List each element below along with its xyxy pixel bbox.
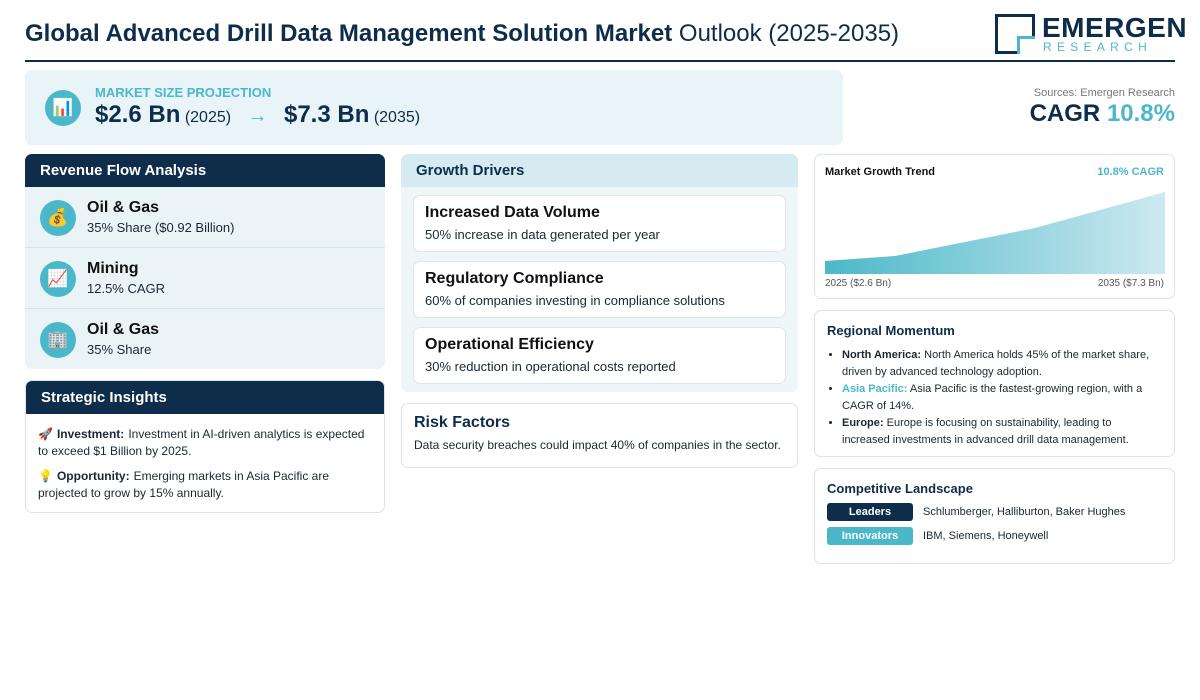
competitive-row: Leaders Schlumberger, Halliburton, Baker …	[827, 503, 1162, 521]
trend-area	[825, 192, 1165, 274]
cagr-label: CAGR	[1029, 100, 1101, 127]
driver-text: 60% of companies investing in compliance…	[425, 293, 725, 308]
risk-panel: Risk Factors Data security breaches coul…	[401, 403, 798, 468]
region-text: Asia Pacific is the fastest-growing regi…	[842, 383, 1143, 412]
trend-title: Market Growth Trend	[825, 166, 936, 178]
item-name: Mining	[87, 260, 139, 277]
companies: Schlumberger, Halliburton, Baker Hughes	[923, 506, 1126, 518]
insight-icon: 🚀	[38, 427, 53, 441]
arrow: →	[247, 105, 268, 127]
region-name: Asia Pacific:	[842, 383, 908, 395]
region-item: Asia Pacific: Asia Pacific is the fastes…	[842, 381, 1162, 415]
title-rest: Outlook (2025-2035)	[678, 20, 900, 47]
insight-text: Emerging markets in Asia Pacific are pro…	[38, 469, 330, 500]
insight-label: Opportunity:	[56, 469, 130, 483]
insight-label: Investment:	[56, 427, 125, 441]
cagr-value: 10.8%	[1106, 100, 1175, 127]
projection-values: $2.6 Bn (2025) → $7.3 Bn (2035)	[95, 101, 420, 129]
item-detail: 35% Share ($0.92 Billion)	[87, 220, 235, 235]
driver-title: Regulatory Compliance	[425, 270, 604, 287]
revenue-item: 💰 Oil & Gas 35% Share ($0.92 Billion)	[25, 187, 385, 248]
insight: 🚀 Investment: Investment in AI-driven anal…	[38, 426, 372, 460]
driver-card: Operational Efficiency 30% reduction in o…	[413, 327, 786, 384]
driver-text: 30% reduction in operational costs repor…	[425, 359, 676, 374]
driver-card: Increased Data Volume 50% increase in dat…	[413, 195, 786, 252]
projection-label: MARKET SIZE PROJECTION	[95, 85, 272, 100]
driver-text: 50% increase in data generated per year	[425, 227, 660, 242]
region-name: Europe:	[842, 417, 884, 429]
trend-panel: Market Growth Trend 10.8% CAGR 2025 ($2.…	[814, 154, 1175, 299]
start-year: (2025)	[184, 109, 232, 126]
insight: 💡 Opportunity: Emerging markets in Asia Pa…	[38, 468, 372, 502]
insight-text: Investment in AI-driven analytics is exp…	[38, 427, 365, 458]
trend-end: 2035 ($7.3 Bn)	[1097, 278, 1164, 289]
item-detail: 12.5% CAGR	[87, 281, 166, 296]
competitive-row: Innovators IBM, Siemens, Honeywell	[827, 527, 1162, 545]
regional-title: Regional Momentum	[827, 323, 955, 338]
competitive-title: Competitive Landscape	[827, 481, 973, 496]
risk-title: Risk Factors	[414, 414, 511, 431]
header-rule	[25, 60, 1175, 62]
area-shape	[825, 192, 1165, 274]
driver-title: Operational Efficiency	[425, 336, 594, 353]
trend-start: 2025 ($2.6 Bn)	[825, 278, 892, 289]
projection-icon: 📊	[45, 90, 81, 126]
logo-bottom: RESEARCH	[1043, 40, 1153, 54]
tag: Innovators	[827, 527, 913, 545]
start-value: $2.6 Bn	[95, 101, 181, 128]
trend-badge: 10.8% CAGR	[1097, 166, 1164, 178]
sources: Sources: Emergen Research	[1033, 87, 1175, 99]
regional-panel: Regional Momentum North America: North A…	[814, 310, 1175, 457]
panel-title: Strategic Insights	[26, 381, 384, 414]
title-bold: Global Advanced Drill Data Management So…	[25, 20, 673, 47]
revenue-item: 🏢 Oil & Gas 35% Share	[25, 309, 385, 369]
panel-title: Growth Drivers	[401, 154, 798, 187]
insights-panel: Strategic Insights 🚀 Investment: Investmen…	[25, 380, 385, 513]
region-item: Europe: Europe is focusing on sustainabi…	[842, 415, 1162, 449]
logo-top: EMERGEN	[1042, 12, 1188, 43]
panel-title: Revenue Flow Analysis	[25, 154, 385, 187]
region-item: North America: North America holds 45% o…	[842, 347, 1162, 381]
driver-title: Increased Data Volume	[425, 204, 600, 221]
revenue-item: 📈 Mining 12.5% CAGR	[25, 248, 385, 309]
tag: Leaders	[827, 503, 913, 521]
revenue-panel: Revenue Flow Analysis 💰 Oil & Gas 35% Shar…	[25, 154, 385, 369]
item-name: Oil & Gas	[87, 199, 160, 216]
item-icon: 🏢	[40, 322, 76, 358]
cagr: CAGR 10.8%	[1030, 100, 1175, 128]
companies: IBM, Siemens, Honeywell	[923, 530, 1049, 542]
competitive-panel: Competitive Landscape Leaders Schlumberge…	[814, 468, 1175, 564]
region-name: North America:	[842, 349, 922, 361]
insight-icon: 💡	[38, 469, 53, 483]
region-text: North America holds 45% of the market sh…	[842, 349, 1150, 378]
item-icon: 📈	[40, 261, 76, 297]
driver-card: Regulatory Compliance 60% of companies in…	[413, 261, 786, 318]
end-value: $7.3 Bn	[283, 101, 370, 128]
end-year: (2035)	[373, 109, 421, 126]
logo-mark	[995, 14, 1035, 54]
page-title: Global Advanced Drill Data Management So…	[25, 20, 899, 48]
region-text: Europe is focusing on sustainability, le…	[842, 417, 1129, 446]
risk-text: Data security breaches could impact 40% …	[414, 438, 781, 452]
item-icon: 💰	[40, 200, 76, 236]
item-detail: 35% Share	[87, 342, 152, 357]
drivers-panel: Growth Drivers Increased Data Volume 50% …	[401, 154, 798, 392]
item-name: Oil & Gas	[87, 321, 160, 338]
projection-box: 📊 MARKET SIZE PROJECTION $2.6 Bn (2025) …	[25, 70, 843, 145]
